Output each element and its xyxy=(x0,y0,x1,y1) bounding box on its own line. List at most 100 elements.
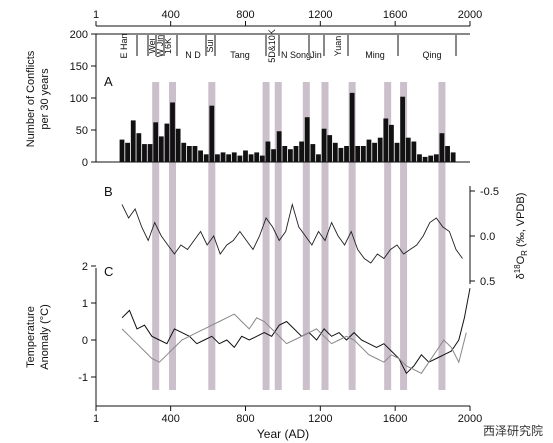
dynasty-label: Jin xyxy=(310,50,322,60)
top-axis-ticks: 1 400 800 1200 1600 2000 xyxy=(93,9,482,26)
conflict-bar xyxy=(394,142,400,162)
conflict-bar xyxy=(310,144,316,162)
top-tick-label: 1 xyxy=(93,9,99,21)
dynasty-label: E Han xyxy=(119,33,129,58)
dynasty-label: Wei xyxy=(147,38,157,53)
conflict-bar xyxy=(164,123,170,162)
top-axis: 1 400 800 1200 1600 2000 xyxy=(93,9,482,27)
conflict-bar xyxy=(203,154,209,162)
panel-b-y-tick-label: -0.5 xyxy=(480,186,499,198)
top-tick-label: 2000 xyxy=(458,9,482,21)
panel-b-y-tick-label: 0.5 xyxy=(480,276,495,288)
panel-c-x-tick-label: 800 xyxy=(236,413,254,425)
dynasty-label: Tang xyxy=(230,50,250,60)
panel-c-xlabel: Year (AD) xyxy=(257,427,309,441)
watermark-text: 西泽研究院 xyxy=(482,424,543,438)
top-tick-label: 800 xyxy=(236,9,254,21)
panel-a-ylabel-line1: Number of Conflicts xyxy=(25,50,37,147)
panel-a: A 0 50 100 150 200 Number of Conflicts per 3… xyxy=(25,29,470,169)
panel-b-y-ticks: -0.5 0.0 0.5 xyxy=(470,186,499,288)
conflict-bar xyxy=(293,146,299,162)
conflict-bar xyxy=(136,133,142,162)
conflict-bar xyxy=(417,154,422,162)
conflict-bar xyxy=(130,120,136,162)
conflict-bar xyxy=(332,142,338,162)
conflict-bar xyxy=(276,131,282,162)
dynasty-label: Sui xyxy=(205,39,215,52)
conflict-bar xyxy=(181,142,187,162)
conflict-bar xyxy=(355,146,361,162)
panel-c-x-ticks: 1 400 800 1200 1600 2000 xyxy=(93,406,482,425)
dynasty-label: 5D&10K xyxy=(267,29,277,63)
conflict-bar xyxy=(142,144,147,162)
conflict-bar xyxy=(450,152,456,162)
panel-b-ylabel: δ18OR (‰, VPDB) xyxy=(513,193,529,280)
dynasty-label: N D xyxy=(185,50,201,60)
panel-c-series-dark xyxy=(121,288,471,375)
conflict-bar xyxy=(344,146,349,162)
dynasty-label: Yuan xyxy=(333,36,343,57)
panel-a-ylabel-line2: per 30 years xyxy=(39,68,51,130)
conflict-bar xyxy=(254,152,260,162)
dynasty-label: Ming xyxy=(365,50,385,60)
conflict-bar xyxy=(287,149,293,162)
conflict-bar xyxy=(147,144,153,162)
panel-c-ylabel-line1: Temperature xyxy=(25,306,37,368)
conflict-bar xyxy=(439,133,445,162)
war-period-band xyxy=(208,82,216,390)
conflict-bar xyxy=(299,141,305,162)
war-period-bands xyxy=(152,82,446,390)
panel-b-label: B xyxy=(104,184,113,199)
conflict-bar xyxy=(192,146,198,162)
war-period-band xyxy=(169,82,177,390)
panel-a-bars xyxy=(119,92,456,162)
panel-a-y-tick-label: 100 xyxy=(70,93,88,105)
conflict-bar xyxy=(372,142,377,162)
conflict-bar xyxy=(428,155,434,162)
conflict-bar xyxy=(389,124,394,162)
panel-a-label: A xyxy=(104,74,113,89)
conflict-bar xyxy=(422,156,428,162)
war-period-band xyxy=(400,82,408,390)
conflict-bar xyxy=(243,150,248,162)
top-tick-label: 1200 xyxy=(308,9,332,21)
conflict-bar xyxy=(271,149,276,162)
panel-a-y-tick-label: 150 xyxy=(70,61,88,73)
conflict-bar xyxy=(237,155,243,162)
conflict-bar xyxy=(445,146,450,162)
panel-c-y-ticks: -1 0 1 2 xyxy=(78,261,96,384)
conflict-bar xyxy=(186,146,192,162)
conflict-bar xyxy=(383,118,389,162)
panel-c-series-light xyxy=(121,313,467,374)
conflict-bar xyxy=(119,139,125,162)
conflict-bar xyxy=(366,139,372,162)
dynasty-label: N Song xyxy=(281,50,311,60)
conflict-bar xyxy=(209,105,215,162)
panel-c-ylabel-line2: Anomaly (°C) xyxy=(39,304,51,370)
war-period-band xyxy=(302,82,310,390)
war-period-band xyxy=(348,82,356,390)
panel-c-y-tick-label: 1 xyxy=(82,298,88,310)
conflict-bar xyxy=(198,150,203,162)
conflict-bar xyxy=(433,154,439,162)
war-period-band xyxy=(274,82,282,390)
panel-a-y-ticks: 0 50 100 150 200 xyxy=(70,29,96,169)
conflict-bar xyxy=(400,96,406,162)
conflict-bar xyxy=(360,146,366,162)
conflict-bar xyxy=(349,92,355,162)
conflict-bar xyxy=(226,154,232,162)
panel-c-x-tick-label: 1600 xyxy=(383,413,407,425)
war-period-band xyxy=(152,82,160,390)
panel-c-y-tick-label: 2 xyxy=(82,261,88,273)
conflict-bar xyxy=(265,141,271,162)
dynasty-label: 16K xyxy=(163,38,173,54)
conflict-bar xyxy=(304,117,310,162)
conflict-bar xyxy=(321,128,327,162)
conflict-bar xyxy=(170,102,175,162)
conflict-bar xyxy=(282,146,288,162)
panel-c-label: C xyxy=(104,264,113,279)
war-period-band xyxy=(438,82,446,390)
conflict-bar xyxy=(316,154,321,162)
